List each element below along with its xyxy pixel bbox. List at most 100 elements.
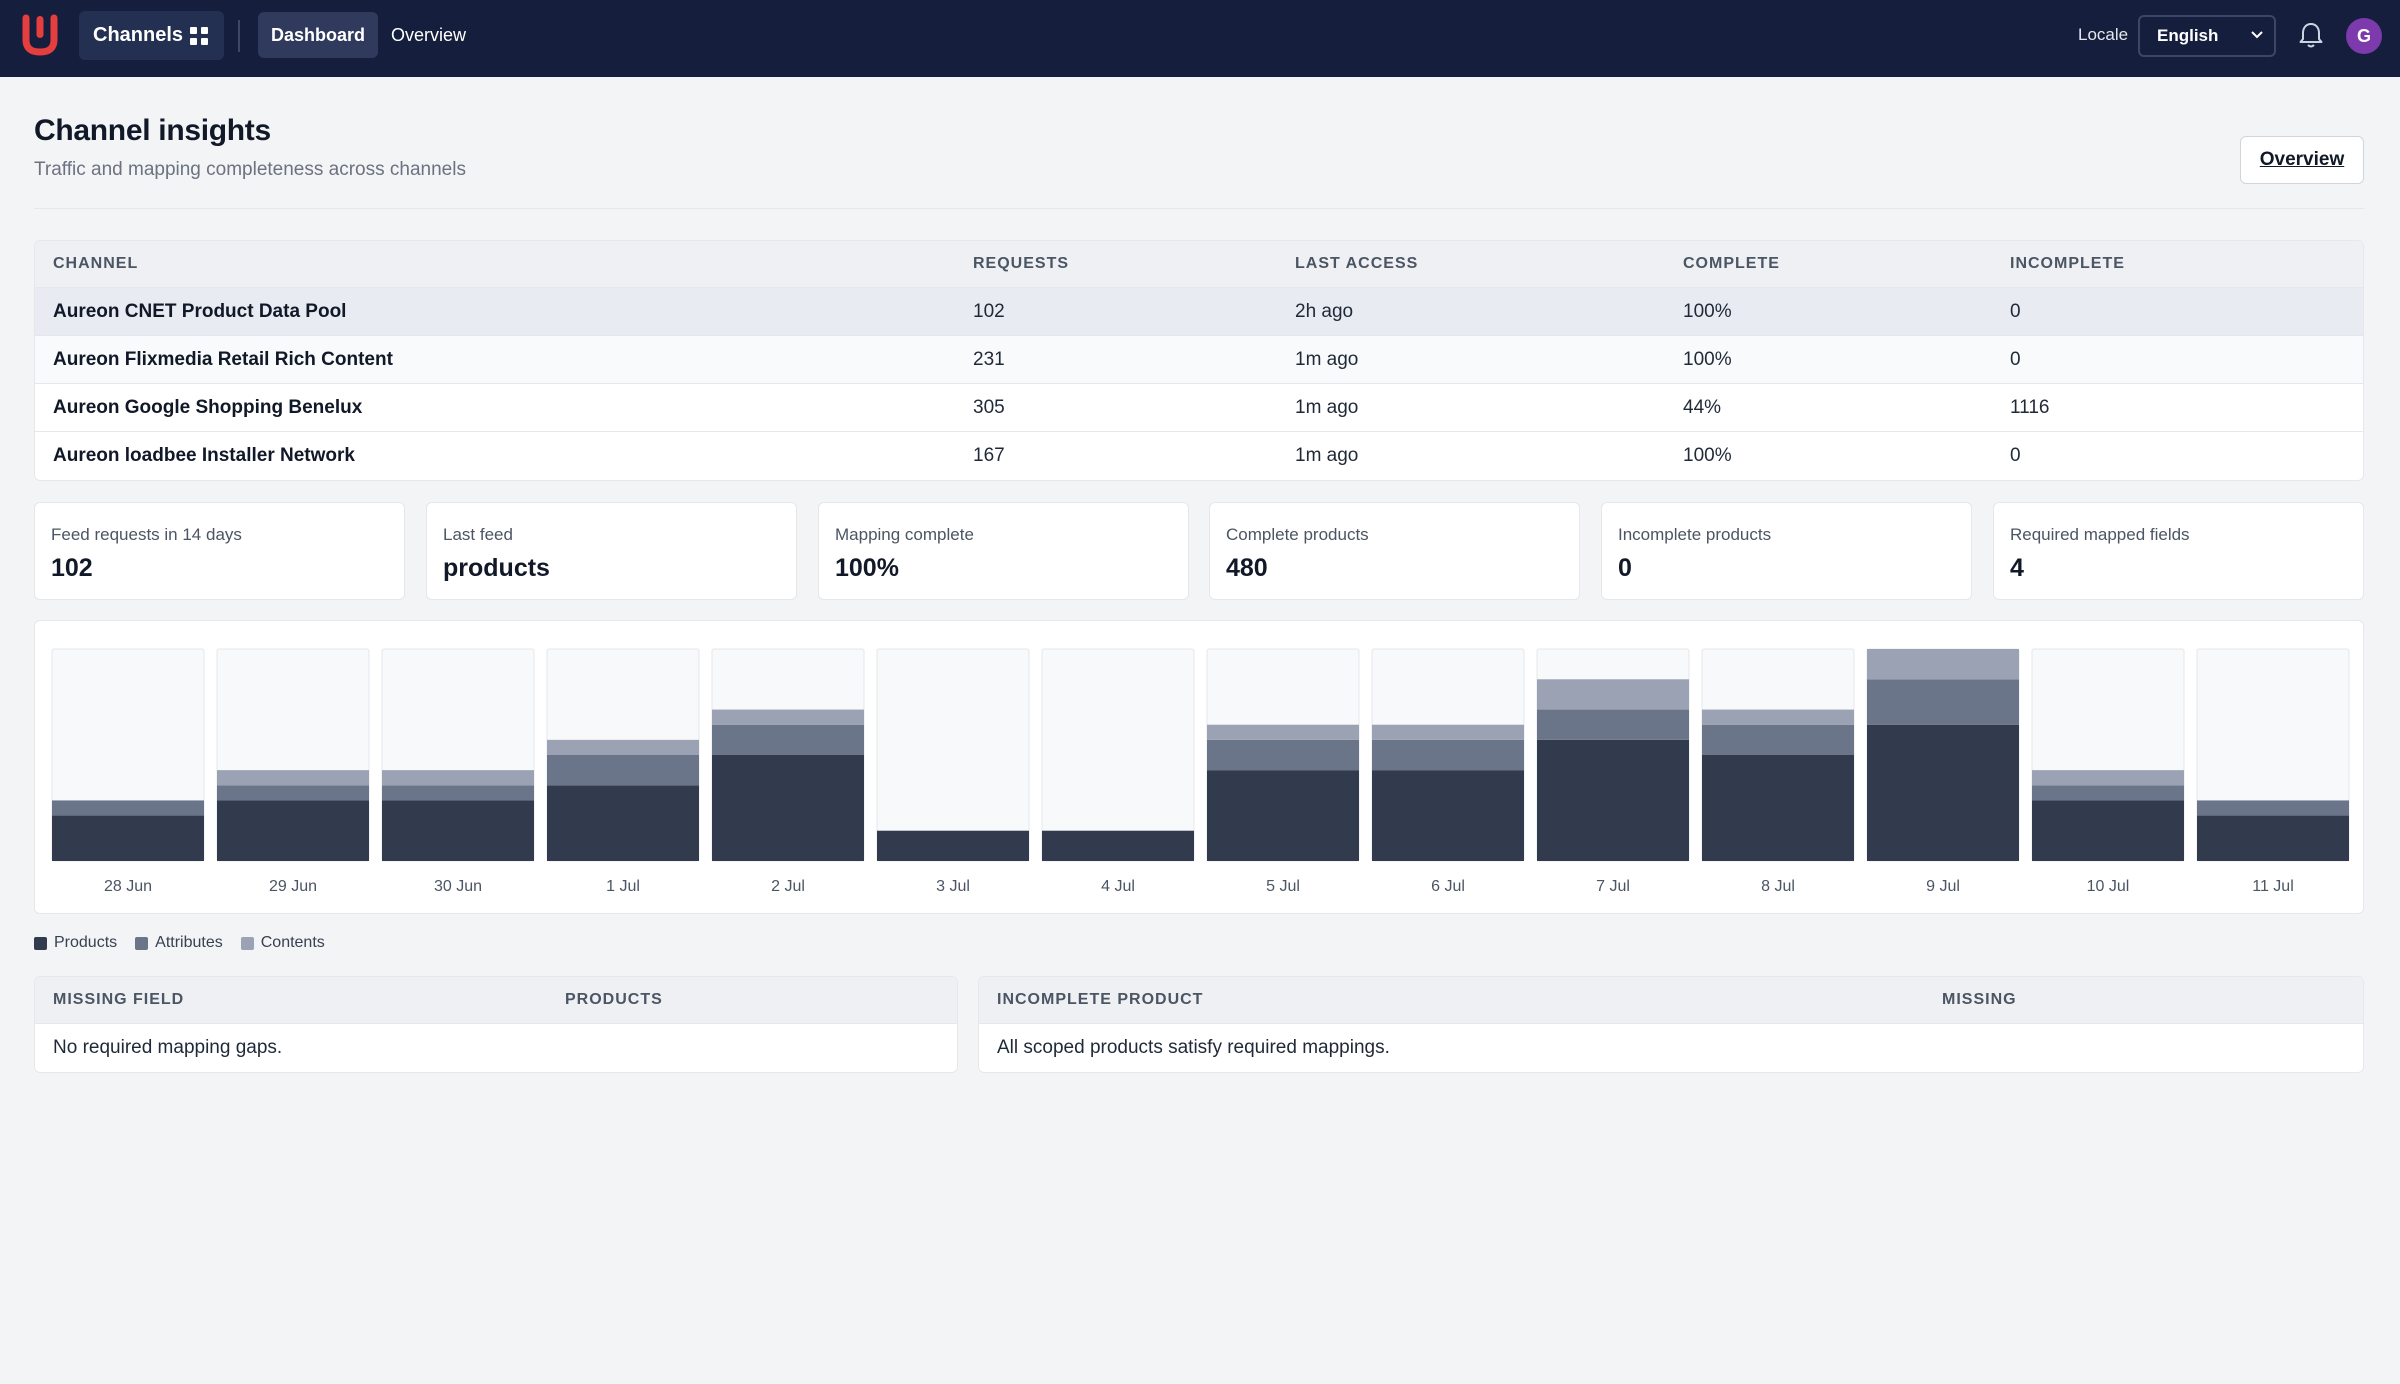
stacked-bar-chart: 28 Jun 29 Jun 30 Jun 1 Jul 2 Jul 3 Jul 4 Jul 5 … [51,648,2350,895]
legend-swatch [34,936,47,950]
bar-segment-products[interactable] [2197,815,2349,861]
chevron-down-icon [2251,31,2263,39]
bar-segment-attributes[interactable] [52,800,204,816]
complete-cell: 44% [1683,396,1722,418]
channel-name[interactable]: Aureon Google Shopping Benelux [53,396,363,418]
bar-segment-products[interactable] [877,830,1029,861]
bar-segment-contents[interactable] [1867,649,2019,680]
column-header-requests[interactable]: REQUESTS [973,255,1070,272]
bar-segment-products[interactable] [1207,770,1359,861]
bar-segment-products[interactable] [1867,724,2019,861]
overview-button[interactable]: Overview [2240,136,2364,184]
bar-segment-contents[interactable] [217,770,369,786]
stat-label: Last feed [443,525,513,544]
missing-fields-table: MISSING FIELD PRODUCTS No required mappi… [34,976,958,1073]
table-row[interactable]: Aureon loadbee Installer Network 167 1m … [35,432,2363,480]
column-header-missing-field[interactable]: MISSING FIELD [53,991,185,1008]
channels-switcher-button[interactable]: Channels [79,11,224,60]
column-header-channel[interactable]: CHANNEL [53,255,139,272]
bar-segment-products[interactable] [1042,830,1194,861]
requests-cell: 305 [973,396,1005,418]
bar-segment-products[interactable] [712,755,864,861]
bar-segment-products[interactable] [2032,800,2184,861]
bar-segment-products[interactable] [1702,755,1854,861]
locale-select[interactable]: English [2138,15,2276,57]
last-access-cell: 2h ago [1295,300,1354,322]
bar-segment-products[interactable] [217,800,369,861]
bar-segment-products[interactable] [1537,739,1689,861]
grid-icon [190,27,208,45]
bar-segment-attributes[interactable] [712,724,864,755]
x-tick-label: 8 Jul [1761,878,1795,895]
chart-legend: Products Attributes Contents [34,934,325,952]
legend-label: Contents [260,934,325,951]
table-row[interactable]: Aureon CNET Product Data Pool 102 2h ago… [35,288,2363,336]
column-header-products[interactable]: PRODUCTS [565,991,663,1008]
x-tick-label: 29 Jun [269,878,317,895]
x-tick-label: 30 Jun [434,878,482,895]
incomplete-cell: 0 [2010,348,2021,370]
bar-segment-attributes[interactable] [1207,739,1359,771]
stat-label: Incomplete products [1618,525,1772,544]
legend-label: Attributes [155,934,223,951]
bar-segment-contents[interactable] [2032,770,2184,786]
top-navigation-bar: Channels Dashboard Overview Locale Engli… [0,0,2400,77]
locale-label: Locale [2078,25,2129,44]
channels-table: CHANNEL REQUESTS LAST ACCESS COMPLETE IN… [34,240,2364,481]
last-access-cell: 1m ago [1295,445,1359,466]
table-row[interactable]: Aureon Flixmedia Retail Rich Content 231… [35,336,2363,384]
bar-segment-contents[interactable] [712,709,864,725]
channel-name[interactable]: Aureon Flixmedia Retail Rich Content [53,348,393,370]
bar-segment-attributes[interactable] [1702,724,1854,755]
legend-swatch [240,936,254,950]
user-avatar[interactable]: G [2346,18,2382,54]
table-header-row: MISSING FIELD PRODUCTS [35,977,957,1024]
x-tick-label: 9 Jul [1926,878,1960,895]
notification-bell-icon[interactable] [2298,21,2324,49]
x-tick-label: 10 Jul [2087,878,2130,895]
bar-segment-attributes[interactable] [1537,709,1689,740]
bar-segment-contents[interactable] [1207,724,1359,740]
bar-segment-products[interactable] [1372,770,1524,861]
bar-segment-attributes[interactable] [1867,679,2019,725]
bar-segment-contents[interactable] [1702,709,1854,725]
bar-segment-products[interactable] [547,785,699,861]
feed-activity-chart-card: 28 Jun 29 Jun 30 Jun 1 Jul 2 Jul 3 Jul 4 Jul 5 … [34,620,2364,914]
bar-segment-contents[interactable] [382,770,534,786]
x-tick-label: 1 Jul [606,878,640,895]
tab-overview[interactable]: Overview [391,24,467,45]
column-header-incomplete-product[interactable]: INCOMPLETE PRODUCT [997,991,1204,1008]
legend-label: Products [54,934,118,951]
bar-segment-attributes[interactable] [547,755,699,786]
bar-segment-products[interactable] [52,815,204,861]
column-header-last-access[interactable]: LAST ACCESS [1295,255,1419,272]
bar-segment-attributes[interactable] [2032,785,2184,801]
bar-segment-products[interactable] [382,800,534,861]
bar-segment-contents[interactable] [547,739,699,755]
column-header-incomplete[interactable]: INCOMPLETE [2010,255,2125,272]
stat-card-incomplete-products: Incomplete products 0 [1601,502,1972,600]
bar-segment-contents[interactable] [1537,679,1689,710]
complete-cell: 100% [1683,445,1732,466]
bar-segment-contents[interactable] [1372,724,1524,740]
brand-logo-icon[interactable] [20,14,60,56]
bar-segment-attributes[interactable] [2197,800,2349,816]
x-tick-label: 7 Jul [1596,878,1630,895]
bar-segment-attributes[interactable] [1372,739,1524,771]
requests-cell: 167 [973,445,1005,466]
tab-dashboard[interactable]: Dashboard [258,12,379,58]
incomplete-cell: 0 [2010,445,2021,466]
channel-name[interactable]: Aureon loadbee Installer Network [53,445,355,466]
bar-segment-attributes[interactable] [382,785,534,801]
bar-background [1041,648,1195,862]
column-header-missing[interactable]: MISSING [1942,991,2017,1008]
x-tick-label: 6 Jul [1431,878,1465,895]
bar-segment-attributes[interactable] [217,785,369,801]
x-tick-label: 5 Jul [1266,878,1300,895]
stat-card-mapping-complete: Mapping complete 100% [818,502,1189,600]
stat-label: Feed requests in 14 days [51,525,242,544]
x-tick-label: 28 Jun [104,878,152,895]
channel-name[interactable]: Aureon CNET Product Data Pool [53,300,347,322]
column-header-complete[interactable]: COMPLETE [1683,255,1780,272]
table-row[interactable]: Aureon Google Shopping Benelux 305 1m ag… [35,384,2363,432]
